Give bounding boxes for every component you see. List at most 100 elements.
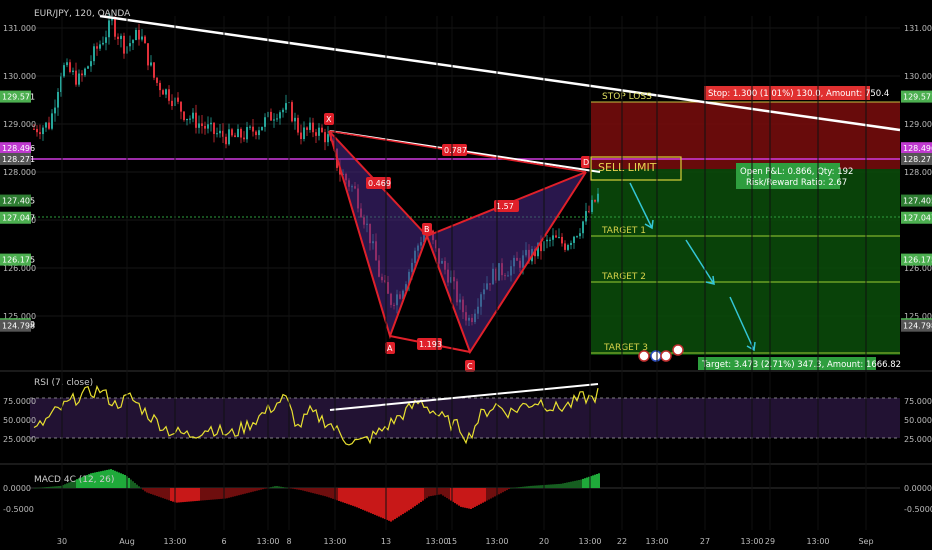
- macd-bar: [122, 474, 124, 488]
- macd-bar: [192, 488, 194, 502]
- candle-body: [69, 62, 71, 73]
- macd-bar: [396, 488, 398, 518]
- bat-pattern[interactable]: X A B C D 0.469 0.787 1.57 1.193: [324, 113, 591, 372]
- macd-bar: [276, 486, 278, 488]
- price-tick-label-left: 130.000: [3, 72, 36, 81]
- price-tag-label: 127.405: [903, 197, 932, 206]
- candle-body: [54, 107, 56, 114]
- price-pane[interactable]: X A B C D 0.469 0.787 1.57 1.193 STOP LOSS Stop:…: [0, 9, 932, 372]
- price-tag-bg: [901, 142, 932, 155]
- macd-bar: [460, 488, 462, 507]
- macd-pane[interactable]: MACD 4C (12, 26) 0.0000 0.0000 -0.5000 -0.5…: [3, 469, 932, 522]
- candle-body: [324, 132, 326, 143]
- candle-body: [63, 65, 65, 77]
- macd-bar: [468, 488, 470, 509]
- rsi-line: [33, 384, 599, 446]
- macd-bar: [50, 486, 52, 488]
- macd-bar: [586, 477, 588, 488]
- stop-loss-zone[interactable]: [591, 102, 900, 169]
- time-tick-label: 6: [221, 537, 226, 546]
- macd-bar: [72, 480, 74, 488]
- candle-body: [72, 70, 74, 73]
- pattern-point-label: D: [583, 158, 589, 167]
- macd-bar: [456, 488, 458, 505]
- macd-bar: [426, 488, 428, 498]
- candle-body: [258, 130, 260, 136]
- pattern-point-label: B: [424, 225, 430, 234]
- price-tag-bg: [901, 319, 932, 332]
- stop-loss-label: STOP LOSS: [602, 92, 652, 102]
- price-tag-label: 126.175: [903, 256, 932, 265]
- macd-bar: [274, 486, 276, 488]
- macd-bar: [502, 488, 504, 493]
- price-tag-bg: [0, 319, 31, 332]
- stop-box[interactable]: Stop: 1.300 (1.01%) 130.0, Amount: 750.4: [704, 86, 889, 100]
- candle-body: [309, 122, 311, 130]
- candle-body: [537, 242, 539, 257]
- macd-bar: [184, 488, 186, 502]
- candle-body: [240, 128, 242, 138]
- macd-bar: [566, 482, 568, 488]
- macd-bar: [384, 488, 386, 520]
- macd-bar: [218, 488, 220, 500]
- macd-bar: [146, 488, 148, 493]
- trend-line-major[interactable]: [99, 14, 901, 132]
- pattern-ratio-label: 0.469: [368, 179, 391, 188]
- price-tag-bg: [901, 152, 932, 165]
- macd-bar: [158, 488, 160, 497]
- macd-bar: [484, 488, 486, 502]
- macd-bar: [354, 488, 356, 507]
- time-tick-label: 13:00: [485, 537, 508, 546]
- sell-limit-box[interactable]: SELL LIMIT: [590, 156, 682, 181]
- time-tick-label: 13:00: [578, 537, 601, 546]
- target-zone[interactable]: [591, 169, 900, 355]
- pnl-box[interactable]: Open P&L: 0.866, Qty: 192 Risk/Reward Ra…: [736, 163, 853, 189]
- price-tick-label-left: 131.000: [3, 24, 36, 33]
- event-icons[interactable]: [638, 344, 684, 362]
- candle-body: [111, 19, 113, 21]
- macd-bar: [342, 488, 344, 503]
- candle-body: [153, 62, 155, 78]
- macd-bar: [516, 487, 518, 488]
- candle-body: [558, 236, 560, 238]
- macd-bar: [578, 480, 580, 488]
- price-tick-label: 129.000: [904, 120, 932, 129]
- time-tick-label: 13:00: [645, 537, 668, 546]
- macd-bar: [508, 488, 510, 490]
- pattern-point-label: X: [326, 115, 332, 124]
- macd-bar: [306, 488, 308, 492]
- macd-bar: [118, 472, 120, 488]
- rsi-divergence-line[interactable]: [329, 383, 599, 411]
- macd-bar: [138, 486, 140, 488]
- macd-bar: [588, 476, 590, 488]
- candle-body: [249, 126, 251, 128]
- macd-bar: [378, 488, 380, 517]
- macd-bar: [200, 488, 202, 501]
- macd-bar: [294, 488, 296, 490]
- price-tag-bg: [901, 211, 932, 224]
- macd-bar: [372, 488, 374, 515]
- macd-tick-label: 0.0000: [904, 484, 932, 493]
- pattern-ratio-label: 1.193: [419, 340, 442, 349]
- price-tick-label-left: 129.000: [3, 120, 36, 129]
- macd-bar: [226, 488, 228, 499]
- macd-bar: [164, 488, 166, 499]
- time-tick-label: 13:00: [323, 537, 346, 546]
- macd-bar: [140, 488, 142, 489]
- macd-bar: [36, 487, 38, 489]
- candle-body: [135, 29, 137, 41]
- macd-bar: [104, 470, 106, 488]
- target-box[interactable]: Target: 3.473 (2.71%) 347.3, Amount: 166…: [698, 357, 901, 370]
- macd-bar: [212, 488, 214, 500]
- candle-body: [321, 127, 323, 133]
- macd-bar: [74, 480, 76, 488]
- macd-bar: [260, 488, 262, 490]
- macd-bar: [112, 469, 114, 488]
- time-tick-label: Aug: [119, 537, 135, 546]
- candle-body: [180, 101, 182, 112]
- macd-bar: [392, 488, 394, 521]
- macd-bar: [530, 485, 532, 488]
- macd-bar: [430, 488, 432, 497]
